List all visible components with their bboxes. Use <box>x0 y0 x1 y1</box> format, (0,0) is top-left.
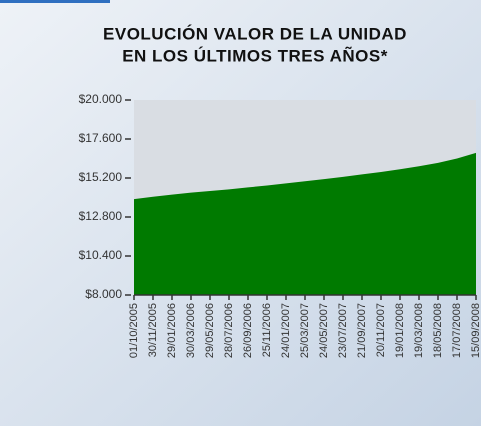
area <box>134 152 476 295</box>
top-accent <box>0 0 110 3</box>
chart-title: EVOLUCIÓN VALOR DE LA UNIDAD <box>103 24 407 43</box>
x-tick-label: 01/10/2005 <box>128 303 140 358</box>
y-tick-label: $20.000 <box>79 92 123 106</box>
x-tick-label: 24/05/2007 <box>318 303 330 358</box>
x-tick-label: 28/07/2006 <box>223 303 235 358</box>
x-tick-label: 29/01/2006 <box>166 303 178 358</box>
y-tick-label: $15.200 <box>79 170 123 184</box>
x-tick-label: 15/09/2008 <box>470 303 481 358</box>
x-tick-label: 25/03/2007 <box>299 303 311 358</box>
y-tick-label: $8.000 <box>85 287 122 301</box>
x-tick-label: 17/07/2008 <box>451 303 463 358</box>
x-tick-label: 19/01/2008 <box>394 303 406 358</box>
y-tick-label: $10.400 <box>79 248 123 262</box>
x-tick-label: 25/11/2006 <box>261 303 273 357</box>
x-tick-label: 18/05/2008 <box>432 303 444 358</box>
y-tick-label: $12.800 <box>79 209 123 223</box>
x-tick-label: 24/01/2007 <box>280 303 292 358</box>
chart-title: EN LOS ÚLTIMOS TRES AÑOS* <box>122 45 388 65</box>
x-tick-label: 30/11/2005 <box>147 303 159 357</box>
x-tick-label: 30/03/2006 <box>185 303 197 358</box>
x-tick-label: 21/09/2007 <box>356 303 368 358</box>
x-tick-label: 29/05/2006 <box>204 303 216 358</box>
x-tick-label: 19/03/2008 <box>413 303 425 358</box>
x-tick-label: 26/09/2006 <box>242 303 254 358</box>
y-tick-label: $17.600 <box>79 131 123 145</box>
x-tick-label: 20/11/2007 <box>375 303 387 357</box>
x-tick-label: 23/07/2007 <box>337 303 349 358</box>
